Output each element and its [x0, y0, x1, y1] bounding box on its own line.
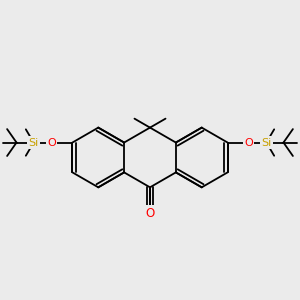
Text: Si: Si — [28, 137, 39, 148]
Text: O: O — [47, 137, 56, 148]
Text: O: O — [146, 206, 154, 220]
Text: Si: Si — [261, 137, 272, 148]
Text: O: O — [244, 137, 253, 148]
